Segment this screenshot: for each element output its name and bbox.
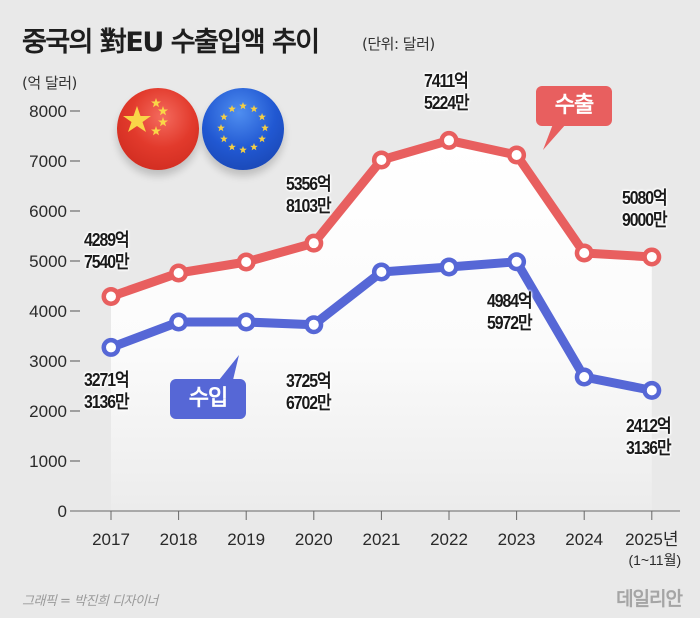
eu-star bbox=[239, 146, 247, 154]
export-point-center bbox=[106, 291, 116, 302]
data-label-line2: 7540만 bbox=[84, 252, 130, 272]
data-label-line1: 5356억 bbox=[286, 174, 332, 194]
eu-star bbox=[228, 104, 236, 113]
eu-star bbox=[217, 124, 225, 132]
export-point-center bbox=[511, 150, 522, 160]
eu-star bbox=[220, 135, 228, 143]
data-label-line2: 5224만 bbox=[424, 93, 470, 113]
data-label-line2: 3136만 bbox=[84, 392, 130, 412]
import-point-center bbox=[173, 317, 184, 327]
x-tick-label: 2020 bbox=[295, 530, 333, 549]
x-tick-label: 2022 bbox=[430, 530, 468, 549]
import-callout-tail bbox=[219, 355, 239, 380]
y-tick-label: 3000 bbox=[29, 352, 67, 371]
eu-star bbox=[258, 113, 266, 121]
export-point-center bbox=[646, 251, 657, 262]
eu-flag-icon bbox=[202, 88, 284, 170]
eu-star bbox=[261, 124, 269, 132]
data-label-line2: 3136만 bbox=[626, 438, 672, 458]
import-data-label: 4984억 5972만 bbox=[487, 290, 533, 334]
export-data-label: 7411억 5224만 bbox=[424, 70, 470, 114]
eu-star bbox=[220, 113, 228, 121]
export-callout: 수출 bbox=[536, 86, 612, 126]
export-point-center bbox=[241, 257, 252, 267]
export-data-label: 4289억 7540만 bbox=[84, 229, 130, 273]
import-data-label: 3271억 3136만 bbox=[84, 369, 130, 413]
import-point-center bbox=[444, 262, 454, 272]
export-point-center bbox=[444, 135, 454, 146]
data-label-line2: 8103만 bbox=[286, 196, 332, 216]
data-label-line1: 4289억 bbox=[84, 230, 130, 250]
import-point-center bbox=[646, 385, 657, 396]
y-tick-label: 8000 bbox=[29, 102, 67, 121]
import-point-center bbox=[376, 267, 387, 277]
x-tick-label: 2021 bbox=[362, 530, 400, 549]
publisher-logo: 데일리안 bbox=[616, 588, 683, 610]
data-label-line1: 2412억 bbox=[626, 416, 672, 436]
y-tick-label: 0 bbox=[58, 502, 67, 521]
y-tick-label: 5000 bbox=[29, 252, 67, 271]
x-tick-label: 2019 bbox=[227, 530, 265, 549]
x-tick-sublabel: (1~11월) bbox=[628, 552, 681, 568]
data-label-line2: 9000만 bbox=[622, 210, 668, 230]
china-flag-icon bbox=[117, 88, 199, 170]
y-tick-label: 2000 bbox=[29, 402, 67, 421]
eu-star bbox=[250, 143, 258, 151]
import-point-center bbox=[579, 372, 590, 382]
x-tick-label: 2017 bbox=[92, 530, 130, 549]
data-label-line1: 5080억 bbox=[622, 188, 668, 208]
eu-star bbox=[250, 104, 258, 113]
x-tick-label: 2025년 bbox=[625, 530, 678, 549]
import-data-label: 3725억 6702만 bbox=[286, 370, 332, 414]
x-tick-label: 2023 bbox=[498, 530, 536, 549]
export-callout-tail bbox=[543, 124, 566, 150]
export-point-center bbox=[376, 155, 387, 165]
x-tick-label: 2018 bbox=[160, 530, 198, 549]
graphic-credit: 그래픽 = 박진희 디자이너 bbox=[22, 594, 158, 609]
data-label-line1: 3271억 bbox=[84, 370, 130, 390]
import-point-center bbox=[241, 317, 252, 327]
export-point-center bbox=[308, 238, 319, 249]
y-tick-label: 7000 bbox=[29, 152, 67, 171]
y-axis-unit-label: (억 달러) bbox=[22, 74, 77, 92]
data-label-line2: 5972만 bbox=[487, 313, 533, 333]
import-point-center bbox=[308, 319, 319, 330]
unit-note: (단위: 달러) bbox=[362, 35, 435, 53]
data-label-line1: 3725억 bbox=[286, 371, 332, 391]
eu-star bbox=[258, 135, 266, 143]
y-tick-label: 4000 bbox=[29, 302, 67, 321]
chart-title: 중국의 對EU 수출입액 추이 bbox=[22, 27, 320, 58]
import-callout: 수입 bbox=[170, 379, 246, 419]
eu-star bbox=[239, 102, 247, 110]
export-area-fill bbox=[111, 140, 652, 511]
import-point-center bbox=[106, 342, 116, 353]
eu-star bbox=[228, 143, 236, 151]
y-tick-label: 6000 bbox=[29, 202, 67, 221]
import-data-label: 2412억 3136만 bbox=[626, 415, 672, 459]
export-data-label: 5080억 9000만 bbox=[622, 187, 668, 231]
export-point-center bbox=[173, 268, 184, 278]
data-label-line1: 7411억 bbox=[424, 71, 469, 91]
import-point-center bbox=[511, 256, 522, 267]
export-data-label: 5356억 8103만 bbox=[286, 173, 332, 217]
data-label-line2: 6702만 bbox=[286, 393, 332, 413]
y-tick-label: 1000 bbox=[29, 452, 67, 471]
x-tick-label: 2024 bbox=[565, 530, 603, 549]
export-point-center bbox=[579, 248, 590, 258]
data-label-line1: 4984억 bbox=[487, 291, 533, 311]
